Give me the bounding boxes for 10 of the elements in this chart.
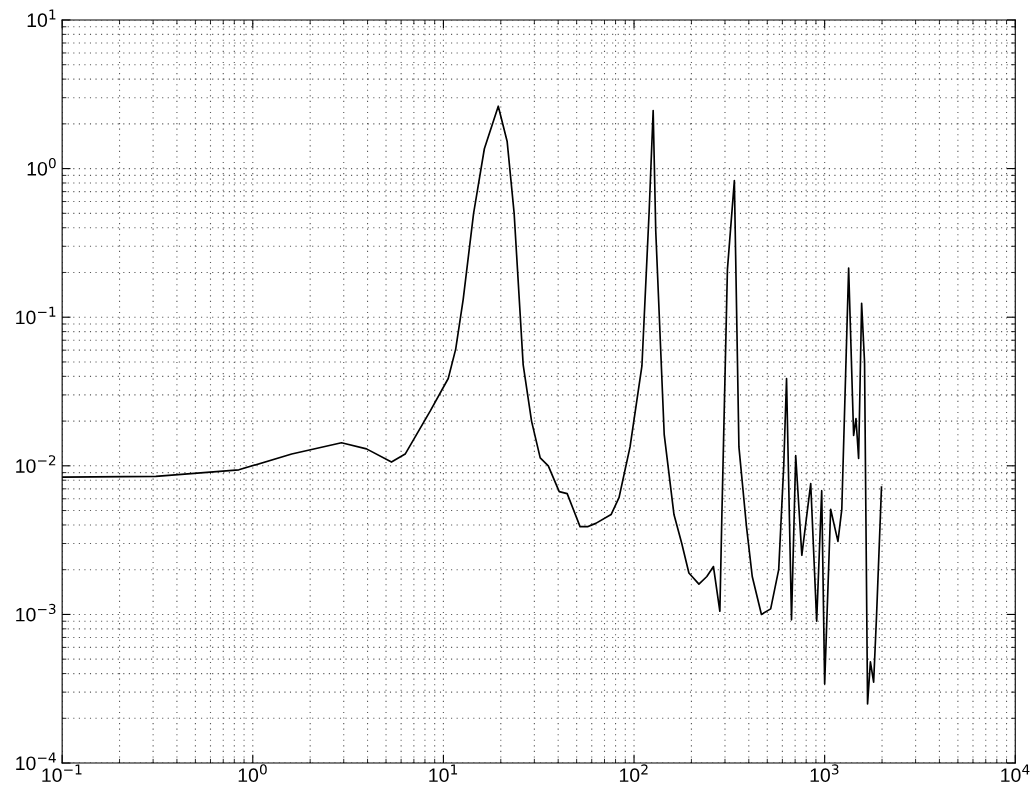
- x-tick-label: 10$^{3}$: [810, 764, 839, 783]
- x-tick-label: 10$^{1}$: [429, 764, 458, 783]
- y-tick-label: 10$^{1}$: [27, 9, 56, 28]
- y-tick-label: 10$^{−2}$: [16, 455, 56, 473]
- y-tick-label: 10$^{−1}$: [16, 306, 56, 325]
- x-tick-label: 10$^{2}$: [619, 764, 648, 783]
- x-tick-label: 10$^{4}$: [1001, 764, 1030, 783]
- x-tick-label: 10$^{0}$: [238, 764, 267, 783]
- y-tick-label: 10$^{0}$: [27, 157, 56, 176]
- y-tick-label: 10$^{−3}$: [16, 603, 56, 622]
